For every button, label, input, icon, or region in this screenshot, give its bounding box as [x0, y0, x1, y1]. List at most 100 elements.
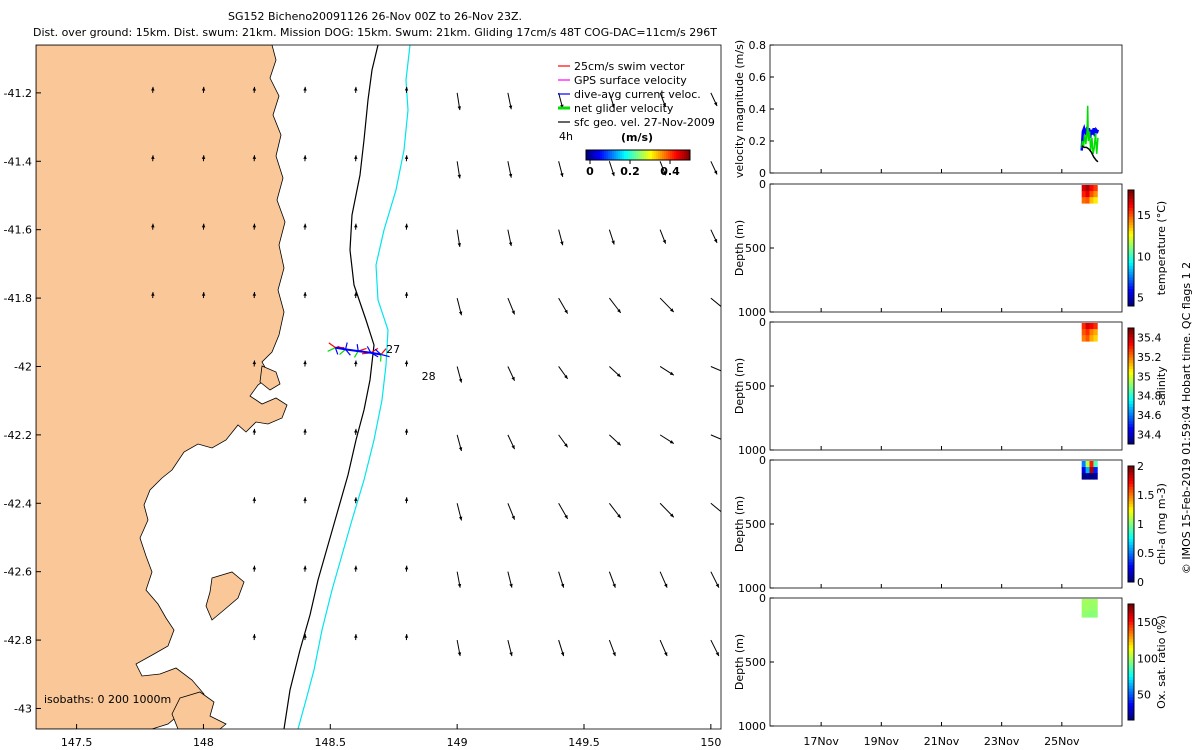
colorbar-cell — [1128, 441, 1134, 445]
colorbar-cell — [1128, 621, 1134, 625]
time-tick-label: 23Nov — [984, 735, 1020, 748]
y-tick-label: 500 — [745, 242, 766, 255]
colorbar-cell — [1128, 676, 1134, 680]
colorbar-cell — [1128, 688, 1134, 692]
colorbar-tick-label: 35 — [1137, 370, 1151, 383]
colorbar-cell — [586, 150, 589, 160]
colorbar-cell — [1128, 618, 1134, 622]
y-tick-label: 0.8 — [749, 39, 767, 52]
geo-vector-head — [723, 439, 727, 442]
geo-vector-head — [564, 514, 568, 519]
isobaths-label: isobaths: 0 200 1000m — [44, 693, 171, 706]
colorbar-cell — [1128, 650, 1134, 654]
colorbar-cell — [1128, 282, 1134, 287]
glider-path — [335, 346, 382, 356]
heatmap-cell — [1089, 599, 1094, 606]
colorbar-cell — [1128, 339, 1134, 343]
geo-vector-head — [252, 565, 257, 570]
lon-tick-label: 148.5 — [315, 736, 347, 749]
colorbar-cell — [650, 150, 653, 160]
colorbar-cell — [1128, 227, 1134, 232]
colorbar-cell — [598, 150, 601, 160]
colorbar-cell — [1128, 277, 1134, 281]
colorbar-cell — [1128, 606, 1134, 611]
legend-dive-avg: dive-avg current veloc. — [574, 88, 701, 101]
isobath-200m — [283, 45, 379, 729]
colorbar-cell — [1128, 201, 1134, 205]
heatmap-cell — [1085, 329, 1090, 336]
glider-vector — [339, 348, 346, 356]
colorbar-cell — [594, 150, 597, 160]
colorbar-cell — [1128, 685, 1134, 689]
geo-vector-head — [723, 308, 727, 312]
geo-vector-head — [303, 497, 307, 501]
colorbar-cell — [1128, 573, 1134, 577]
colorbar-cell — [1128, 567, 1134, 571]
figure-title-line1: SG152 Bicheno20091126 26-Nov 00Z to 26-N… — [228, 10, 522, 23]
lat-tick-label: -42.4 — [4, 497, 32, 510]
heatmap-cell — [1089, 605, 1094, 612]
colorbar-cell — [1128, 248, 1134, 252]
colorbar-cell — [1128, 506, 1134, 510]
colorbar-cell — [602, 150, 605, 160]
geo-vector-head — [458, 447, 463, 452]
colorbar-cell — [1128, 558, 1134, 563]
geo-vector-head — [511, 445, 515, 450]
geo-vector-head — [201, 155, 206, 159]
geo-vector-head — [252, 223, 257, 228]
geo-vector-head — [252, 86, 257, 91]
geo-vector-head — [252, 634, 257, 638]
glider-vector — [353, 350, 359, 358]
colorbar-cell — [1128, 682, 1134, 686]
time-tick-label: 21Nov — [924, 735, 960, 748]
geo-vector-head — [252, 292, 257, 296]
colorbar-tick-label: 35.4 — [1137, 332, 1162, 345]
heatmap-cell — [1085, 191, 1090, 198]
colorbar-cell — [616, 150, 619, 160]
geo-vector-head — [354, 155, 358, 159]
colorbar-cell — [1128, 262, 1134, 266]
geo-vector-head — [511, 376, 515, 381]
legend-net-velocity: net glider velocity — [574, 102, 674, 115]
geo-vector-head — [564, 443, 568, 448]
geo-vector-head — [560, 583, 565, 588]
geo-vector-head — [303, 565, 307, 570]
colorbar-cell — [622, 150, 625, 160]
geo-vector-head — [611, 240, 615, 245]
glider-track — [327, 342, 390, 362]
heatmap-cell — [1081, 461, 1086, 468]
colorbar-cell — [1128, 708, 1134, 712]
geo-vector-head — [670, 513, 674, 518]
heatmap-cell — [1085, 467, 1090, 474]
colorbar-tick-label: 15 — [1137, 209, 1151, 222]
heatmap-cell — [1093, 605, 1098, 612]
colorbar-cell — [1128, 259, 1134, 263]
colorbar-cell — [658, 150, 661, 160]
geo-vector-head — [404, 497, 409, 501]
colorbar-cell — [608, 150, 611, 160]
geo-vector-head — [662, 239, 666, 244]
colorbar-cell — [1128, 409, 1134, 413]
geo-vector-head — [151, 86, 155, 91]
colorbar-cell — [606, 150, 609, 160]
geo-vector-head — [404, 428, 409, 433]
colorbar-cell — [1128, 204, 1134, 208]
colorbar-cell — [620, 150, 623, 160]
colorbar-cell — [1128, 388, 1134, 393]
geo-vector-head — [457, 652, 462, 657]
colorbar-cell — [1128, 300, 1134, 304]
colorbar-cell — [1128, 477, 1134, 481]
colorbar-tick-label: 100 — [1137, 652, 1158, 665]
colorbar-cell — [1128, 526, 1134, 531]
colorbar-cell — [1128, 480, 1134, 484]
speed-colorbar: 0 0.2 0.4 — [585, 149, 691, 178]
colorbar-cell — [1128, 547, 1134, 551]
tasmania-land — [36, 45, 288, 729]
y-tick-label: 0.4 — [749, 103, 767, 116]
geo-vector-head — [201, 86, 206, 91]
geo-vector-head — [713, 170, 718, 175]
geo-vector-head — [404, 223, 409, 228]
legend-gps-velocity: GPS surface velocity — [574, 74, 687, 87]
map-legend: 25cm/s swim vector GPS surface velocity … — [558, 60, 715, 178]
